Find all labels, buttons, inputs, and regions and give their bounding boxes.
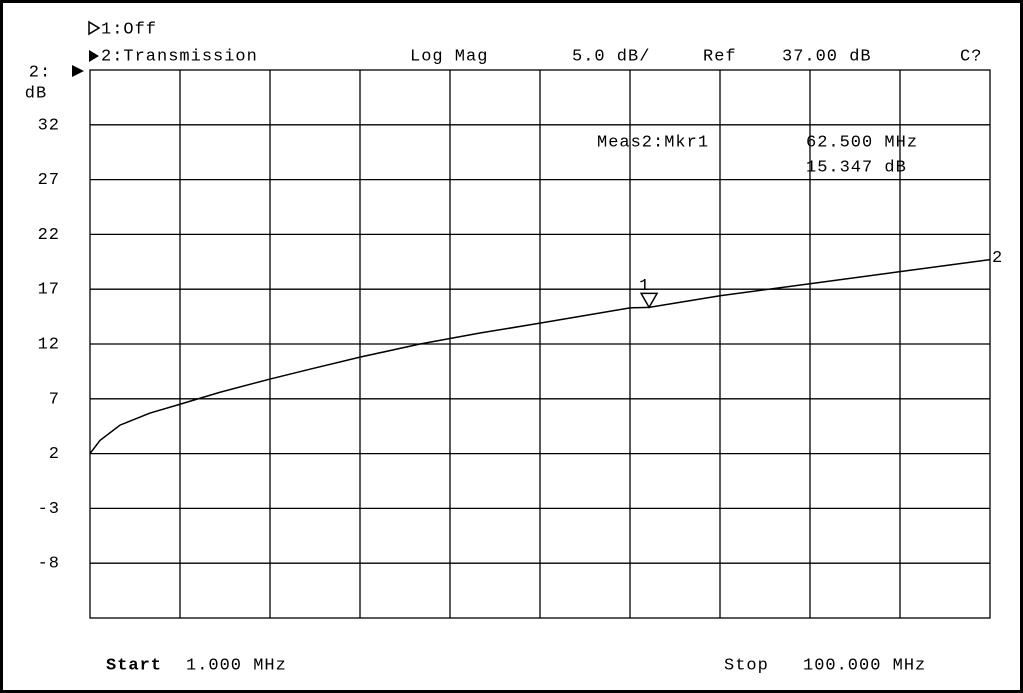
- y-tick-label: 22: [38, 226, 60, 245]
- corner: C?: [960, 47, 982, 66]
- y-tick-label: 7: [49, 390, 60, 409]
- channel-1: 1:Off: [101, 20, 157, 39]
- y-tick-label: -3: [38, 500, 60, 519]
- y-unit: dB: [25, 84, 47, 103]
- stop-label: Stop: [724, 656, 769, 675]
- marker-value: 15.347 dB: [806, 158, 907, 177]
- marker-label: 1: [639, 277, 650, 296]
- y-tick-label: 32: [38, 116, 60, 135]
- ref-label: Ref: [703, 47, 737, 66]
- marker-title: Meas2:Mkr1: [597, 133, 709, 152]
- stop-value: 100.000 MHz: [803, 656, 926, 675]
- channel-2: 2:Transmission: [101, 47, 258, 66]
- ref-indicator: [72, 65, 84, 77]
- scale: 5.0 dB/: [572, 47, 650, 66]
- trace-label: 2: [992, 249, 1003, 268]
- start-value: 1.000 MHz: [186, 656, 287, 675]
- marker-symbol: [639, 292, 659, 309]
- channel-2-indicator: [89, 50, 99, 62]
- format: Log Mag: [410, 47, 488, 66]
- y-tick-label: 2: [49, 445, 60, 464]
- start-label: Start: [106, 656, 162, 675]
- y-tick-label: 12: [38, 335, 60, 354]
- channel-1-indicator: [88, 20, 101, 36]
- ref-value: 37.00 dB: [782, 47, 872, 66]
- marker-x: 62.500 MHz: [806, 133, 918, 152]
- y-channel: 2:: [29, 63, 51, 82]
- y-tick-label: 27: [38, 171, 60, 190]
- y-tick-label: 17: [38, 281, 60, 300]
- y-tick-label: -8: [38, 555, 60, 574]
- trace: [89, 258, 991, 455]
